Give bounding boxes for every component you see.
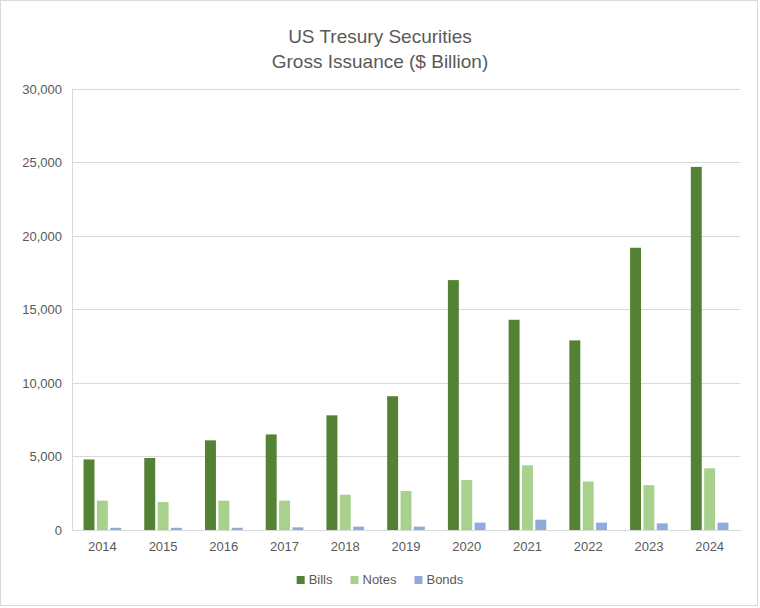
x-tick-label: 2019 <box>392 539 421 554</box>
bar <box>643 485 654 530</box>
chart: US Tresury Securities Gross Issuance ($ B… <box>0 0 760 608</box>
bar <box>279 501 290 530</box>
x-tick-label: 2022 <box>574 539 603 554</box>
x-axis-line <box>73 530 741 531</box>
bar <box>326 415 337 530</box>
bar <box>509 320 520 530</box>
bar <box>232 528 243 530</box>
y-tick: 10,000 <box>22 376 72 391</box>
x-tick-label: 2018 <box>331 539 360 554</box>
bar <box>704 468 715 530</box>
x-tick: 2017 <box>270 530 299 554</box>
x-tick: 2016 <box>209 530 238 554</box>
y-tick: 30,000 <box>22 82 72 97</box>
x-tick-label: 2024 <box>695 539 724 554</box>
legend-swatch <box>414 576 422 584</box>
legend-label: Bills <box>309 572 333 587</box>
bar <box>171 528 182 530</box>
grid-line <box>72 236 740 237</box>
bar <box>583 481 594 530</box>
bar <box>144 458 155 530</box>
bar-series <box>97 465 715 530</box>
y-tick: 0 <box>55 523 72 538</box>
x-tick-label: 2014 <box>88 539 117 554</box>
bar <box>292 527 303 530</box>
grid-line <box>72 89 740 90</box>
y-tick: 15,000 <box>22 302 72 317</box>
y-tick-label: 15,000 <box>22 302 62 317</box>
bar <box>414 527 425 530</box>
x-tick-label: 2015 <box>149 539 178 554</box>
bar <box>630 248 641 530</box>
y-tick-label: 30,000 <box>22 82 62 97</box>
y-tick: 20,000 <box>22 229 72 244</box>
x-tick-label: 2016 <box>209 539 238 554</box>
bar <box>387 396 398 530</box>
x-tick-label: 2023 <box>634 539 663 554</box>
bar <box>340 495 351 530</box>
y-tick: 25,000 <box>22 155 72 170</box>
legend-item: Notes <box>351 572 397 587</box>
y-tick-label: 5,000 <box>29 449 62 464</box>
bar <box>461 480 472 530</box>
bar <box>97 501 108 530</box>
x-tick: 2019 <box>392 530 421 554</box>
legend-label: Bonds <box>426 572 463 587</box>
legend-swatch <box>351 576 359 584</box>
y-tick: 5,000 <box>29 449 72 464</box>
bar-series <box>84 167 702 530</box>
bar <box>657 523 668 530</box>
y-tick-label: 10,000 <box>22 376 62 391</box>
x-tick: 2023 <box>634 530 663 554</box>
y-tick-label: 25,000 <box>22 155 62 170</box>
x-tick: 2022 <box>574 530 603 554</box>
y-axis-line <box>72 90 73 531</box>
legend-item: Bonds <box>414 572 463 587</box>
bar <box>110 528 121 530</box>
bar <box>266 434 277 530</box>
chart-border <box>1 1 758 606</box>
bar <box>158 502 169 530</box>
grid <box>72 89 740 530</box>
subtitle: Gross Issuance ($ Billion) <box>272 51 488 72</box>
x-axis: 2014 2015 2016 2017 2018 2019 2020 2021 2022 2023… <box>73 530 741 554</box>
x-tick: 2024 <box>695 530 724 554</box>
bar <box>475 523 486 530</box>
bars <box>84 167 729 530</box>
legend: Bills Notes Bonds <box>297 572 464 587</box>
bar <box>596 523 607 530</box>
bar-series <box>110 520 728 530</box>
grid-line <box>72 162 740 163</box>
title: US Tresury Securities <box>288 26 472 47</box>
bar <box>569 340 580 530</box>
y-tick-label: 0 <box>55 523 62 538</box>
x-tick-label: 2021 <box>513 539 542 554</box>
x-tick: 2021 <box>513 530 542 554</box>
bar <box>218 501 229 530</box>
bar <box>401 491 412 530</box>
x-tick: 2014 <box>88 530 117 554</box>
bar <box>691 167 702 530</box>
x-tick: 2015 <box>149 530 178 554</box>
bar <box>353 527 364 530</box>
plot: 0 5,000 10,000 15,000 20,000 25,000 30,000 2014… <box>22 82 740 555</box>
x-tick-label: 2020 <box>452 539 481 554</box>
legend-label: Notes <box>363 572 397 587</box>
x-tick: 2018 <box>331 530 360 554</box>
x-tick-label: 2017 <box>270 539 299 554</box>
bar <box>84 459 95 530</box>
legend-item: Bills <box>297 572 333 587</box>
bar <box>205 440 216 530</box>
bar <box>535 520 546 530</box>
bar <box>448 280 459 530</box>
y-axis: 0 5,000 10,000 15,000 20,000 25,000 30,000 <box>22 82 72 538</box>
bar <box>718 523 729 530</box>
x-tick: 2020 <box>452 530 481 554</box>
legend-swatch <box>297 576 305 584</box>
bar <box>522 465 533 530</box>
y-tick-label: 20,000 <box>22 229 62 244</box>
